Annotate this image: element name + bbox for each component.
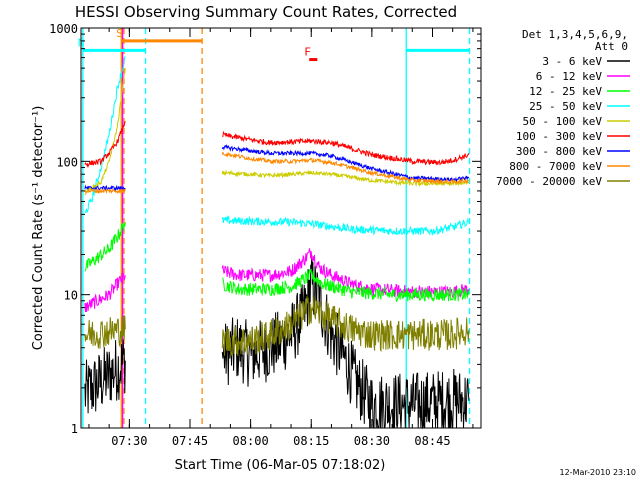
y-tick-label: 100 [56, 155, 78, 169]
x-tick-label: 07:45 [172, 434, 208, 448]
series-line [84, 68, 126, 196]
series-line [221, 169, 470, 188]
plot-frame [80, 27, 482, 429]
y-tick-label: 10 [64, 289, 78, 303]
series-line [84, 222, 126, 272]
legend-header: Det 1,3,4,5,6,9, [522, 28, 628, 41]
x-tick-label: 08:30 [354, 434, 390, 448]
x-tick-label: 08:00 [233, 434, 269, 448]
series-line [84, 339, 126, 414]
legend: Det 1,3,4,5,6,9,Att 0 3 - 6 keV 6 - 12 keV… [496, 28, 630, 188]
legend-label: 12 - 25 keV [529, 85, 602, 98]
x-tick-label: 07:30 [111, 434, 147, 448]
y-tick-label: 1 [71, 422, 78, 436]
series-line [221, 215, 470, 237]
footer-date: 12-Mar-2010 23:10 [560, 468, 637, 477]
series-lines [84, 55, 470, 430]
legend-label: 800 - 7000 keV [509, 160, 602, 173]
series-line [221, 255, 470, 430]
series-line [222, 269, 470, 303]
x-tick-label: 08:15 [293, 434, 329, 448]
series-line [84, 55, 126, 214]
series-line [222, 130, 470, 166]
legend-label: 25 - 50 keV [529, 100, 602, 113]
y-tick-label: 1000 [49, 22, 78, 36]
legend-label: 6 - 12 keV [536, 70, 603, 83]
series-line [84, 187, 126, 195]
series-line [84, 121, 126, 169]
series-line [84, 184, 126, 192]
legend-header: Att 0 [595, 40, 628, 53]
marker-label: F [304, 46, 311, 59]
legend-label: 300 - 800 keV [516, 145, 602, 158]
series-line [221, 151, 469, 186]
series-line [221, 295, 470, 357]
series-line [84, 272, 126, 313]
series-line [221, 143, 470, 183]
marker-label: S [116, 27, 123, 40]
series-line [84, 314, 126, 349]
y-axis-label: Corrected Count Rate (s⁻¹ detector⁻¹) [31, 106, 46, 351]
legend-label: 7000 - 20000 keV [496, 175, 602, 188]
legend-label: 100 - 300 keV [516, 130, 602, 143]
legend-label: 50 - 100 keV [523, 115, 603, 128]
legend-label: 3 - 6 keV [542, 55, 602, 68]
axes: 1 10 100 1000 07:30 07:45 08:00 08:15 08:30 08:45 [49, 22, 481, 448]
chart-title: HESSI Observing Summary Count Rates, Cor… [75, 3, 457, 21]
x-axis-label: Start Time (06-Mar-05 07:18:02) [175, 458, 386, 473]
series-line [221, 248, 470, 299]
x-tick-label: 08:45 [414, 434, 450, 448]
